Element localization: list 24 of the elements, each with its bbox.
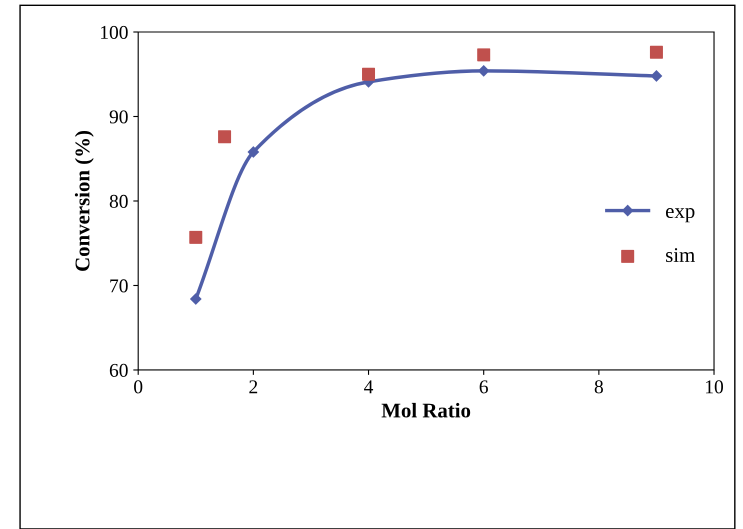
point <box>189 230 202 244</box>
x-tick-label: 8 <box>594 380 603 394</box>
legend-label: sim <box>666 248 695 262</box>
y-tick-label: 100 <box>101 26 128 39</box>
point <box>362 68 376 81</box>
point <box>650 46 663 59</box>
point <box>478 65 490 76</box>
y-axis-title: Conversion (%) <box>74 131 94 271</box>
x-tick-label: 6 <box>480 380 488 394</box>
x-tick-label: 2 <box>249 380 258 394</box>
x-tick-label: 10 <box>706 380 724 394</box>
point <box>218 130 232 144</box>
point <box>477 48 490 62</box>
y-tick-label: 90 <box>110 110 128 124</box>
point <box>190 293 202 305</box>
y-tick-label: 80 <box>110 194 128 208</box>
x-axis-title: Mol Ratio <box>382 402 470 418</box>
legend-label: exp <box>666 208 694 222</box>
y-tick-label: 70 <box>110 279 128 292</box>
point <box>650 70 662 82</box>
x-tick-label: 4 <box>364 380 374 394</box>
x-tick-label: 0 <box>134 380 142 394</box>
y-tick-label: 60 <box>110 364 128 377</box>
point <box>248 146 259 158</box>
